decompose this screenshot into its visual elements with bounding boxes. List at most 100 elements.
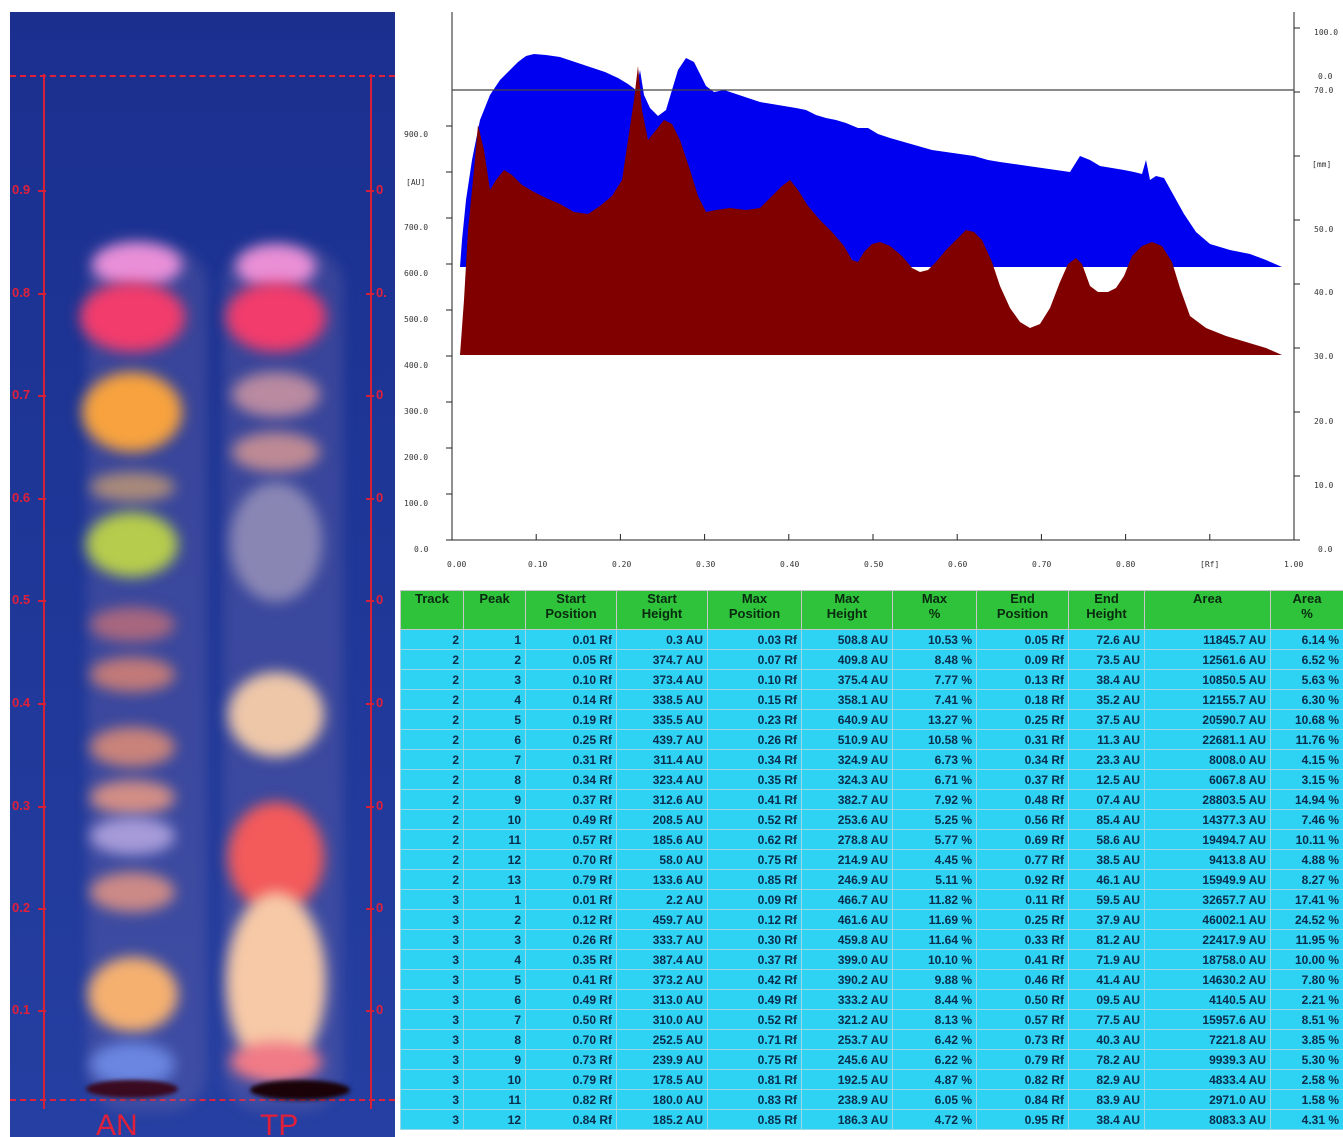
table-cell: 0.56 Rf — [976, 809, 1069, 830]
lane-label-tp: TP — [260, 1109, 299, 1137]
an-band — [88, 957, 178, 1032]
table-cell: 0.13 Rf — [976, 669, 1069, 690]
table-cell: 324.9 AU — [801, 749, 893, 770]
an-band — [90, 727, 175, 767]
column-header-line2: Position — [728, 606, 781, 621]
y-right-tick-label: 10.0 — [1314, 481, 1334, 490]
table-row: 2 10 0.49 Rf 208.5 AU 0.52 Rf 253.6 AU 5.25 % 0… — [400, 809, 1343, 830]
table-cell: 46.1 AU — [1068, 869, 1145, 890]
table-cell: 8.51 % — [1270, 1009, 1343, 1030]
rf-label: 0.6 — [12, 490, 31, 505]
table-cell: 0.46 Rf — [976, 969, 1069, 990]
table-cell: 2 — [400, 649, 464, 670]
table-cell: 22681.1 AU — [1144, 729, 1271, 750]
column-header: End Height — [1068, 590, 1145, 630]
table-cell: 253.6 AU — [801, 809, 893, 830]
table-cell: 22417.9 AU — [1144, 929, 1271, 950]
table-cell: 7.80 % — [1270, 969, 1343, 990]
table-cell: 14.94 % — [1270, 789, 1343, 810]
table-cell: 7 — [463, 749, 526, 770]
table-cell: 6.73 % — [892, 749, 977, 770]
an-band — [90, 607, 175, 642]
table-cell: 208.5 AU — [616, 809, 708, 830]
table-cell: 313.0 AU — [616, 989, 708, 1010]
lane-label-an: AN — [96, 1109, 138, 1137]
table-cell: 0.30 Rf — [707, 929, 802, 950]
table-cell: 239.9 AU — [616, 1049, 708, 1070]
table-cell: 2.2 AU — [616, 889, 708, 910]
plate-left-scale — [43, 74, 45, 1109]
table-cell: 409.8 AU — [801, 649, 893, 670]
table-row: 2 9 0.37 Rf 312.6 AU 0.41 Rf 382.7 AU 7.92 % 0.… — [400, 789, 1343, 810]
table-cell: 0.33 Rf — [976, 929, 1069, 950]
table-cell: 399.0 AU — [801, 949, 893, 970]
table-cell: 9 — [463, 789, 526, 810]
table-cell: 0.09 Rf — [976, 649, 1069, 670]
an-band — [90, 872, 175, 912]
axis-ticks — [446, 27, 1300, 541]
table-cell: 4.45 % — [892, 849, 977, 870]
table-cell: 13.27 % — [892, 709, 977, 730]
table-cell: 0.79 Rf — [976, 1049, 1069, 1070]
table-cell: 77.5 AU — [1068, 1009, 1145, 1030]
rf-label-right: 0 — [376, 490, 384, 505]
table-cell: 0.18 Rf — [976, 689, 1069, 710]
table-cell: 5.30 % — [1270, 1049, 1343, 1070]
tp-band — [230, 482, 322, 602]
rf-tick — [366, 703, 374, 705]
table-cell: 11.76 % — [1270, 729, 1343, 750]
table-cell: 387.4 AU — [616, 949, 708, 970]
rf-label: 0.1 — [12, 1002, 31, 1017]
table-cell: 3 — [400, 1069, 464, 1090]
table-cell: 10.53 % — [892, 629, 977, 650]
table-cell: 0.12 Rf — [707, 909, 802, 930]
table-cell: 0.10 Rf — [525, 669, 617, 690]
table-cell: 1 — [463, 889, 526, 910]
table-cell: 310.0 AU — [616, 1009, 708, 1030]
table-cell: 323.4 AU — [616, 769, 708, 790]
table-cell: 4 — [463, 689, 526, 710]
column-header: Track — [400, 590, 464, 630]
table-cell: 3 — [400, 1009, 464, 1030]
table-cell: 459.7 AU — [616, 909, 708, 930]
table-cell: 0.50 Rf — [525, 1009, 617, 1030]
table-cell: 0.05 Rf — [525, 649, 617, 670]
table-cell: 0.57 Rf — [525, 829, 617, 850]
column-header: Max% — [892, 590, 977, 630]
table-cell: 0.12 Rf — [525, 909, 617, 930]
table-cell: 0.73 Rf — [976, 1029, 1069, 1050]
table-cell: 5.25 % — [892, 809, 977, 830]
table-cell: 18758.0 AU — [1144, 949, 1271, 970]
x-tick-label: 0.80 — [1116, 560, 1136, 569]
table-cell: 0.34 Rf — [976, 749, 1069, 770]
table-cell: 0.95 Rf — [976, 1109, 1069, 1130]
table-cell: 0.70 Rf — [525, 1029, 617, 1050]
column-header: End Position — [976, 590, 1069, 630]
y-tick-label: 0.0 — [414, 545, 429, 554]
table-body: 2 1 0.01 Rf 0.3 AU 0.03 Rf 508.8 AU 10.53 % 0.0… — [400, 629, 1343, 1130]
table-cell: 311.4 AU — [616, 749, 708, 770]
table-row: 2 1 0.01 Rf 0.3 AU 0.03 Rf 508.8 AU 10.53 % 0.0… — [400, 629, 1343, 650]
table-cell: 37.9 AU — [1068, 909, 1145, 930]
table-cell: 252.5 AU — [616, 1029, 708, 1050]
table-cell: 0.14 Rf — [525, 689, 617, 710]
table-cell: 0.31 Rf — [976, 729, 1069, 750]
table-cell: 0.34 Rf — [525, 769, 617, 790]
tp-band — [230, 1042, 322, 1082]
rf-label: 0.2 — [12, 900, 31, 915]
y-tick-label: 600.0 — [404, 269, 429, 278]
table-row: 2 5 0.19 Rf 335.5 AU 0.23 Rf 640.9 AU 13.27 % 0… — [400, 709, 1343, 730]
an-band — [90, 817, 175, 855]
table-cell: 12561.6 AU — [1144, 649, 1271, 670]
table-cell: 0.41 Rf — [525, 969, 617, 990]
table-cell: 390.2 AU — [801, 969, 893, 990]
table-cell: 2 — [400, 789, 464, 810]
table-cell: 238.9 AU — [801, 1089, 893, 1110]
table-row: 3 4 0.35 Rf 387.4 AU 0.37 Rf 399.0 AU 10.10 % 0… — [400, 949, 1343, 970]
column-header-line2: % — [928, 606, 941, 621]
column-header: Area — [1144, 590, 1271, 630]
table-cell: 358.1 AU — [801, 689, 893, 710]
table-cell: 8083.3 AU — [1144, 1109, 1271, 1130]
rf-label: 0.7 — [12, 387, 31, 402]
table-cell: 6.42 % — [892, 1029, 977, 1050]
